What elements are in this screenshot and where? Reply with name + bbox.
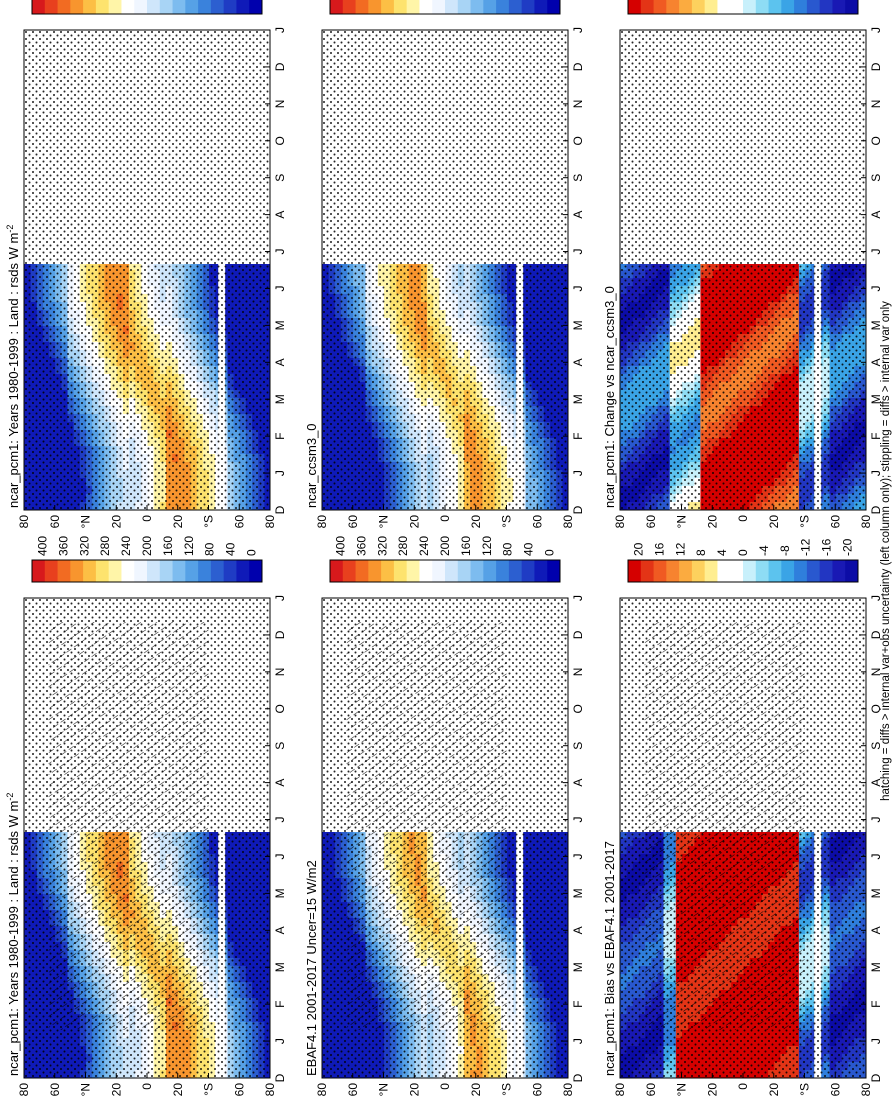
lat-tick-label: 80: [263, 1083, 277, 1097]
lat-tick-label: 60: [232, 1083, 246, 1097]
month-tick-label: D: [273, 505, 287, 514]
month-tick-label: F: [273, 1000, 287, 1007]
lat-tick-label: 0: [140, 1083, 154, 1090]
month-tick-label: M: [273, 888, 287, 898]
lat-tick-label: °N: [79, 1083, 93, 1096]
month-tick-label: F: [273, 432, 287, 439]
month-tick-label: N: [273, 100, 287, 109]
month-tick-label: J: [273, 595, 287, 601]
lat-tick-label: °S: [202, 515, 216, 528]
panel-title-sup: -2: [5, 793, 15, 801]
month-tick-label: J: [273, 470, 287, 476]
month-tick-label: O: [273, 136, 287, 145]
month-tick-label: A: [273, 358, 287, 366]
lat-tick-label: 60: [48, 1083, 62, 1097]
month-tick-label: O: [273, 704, 287, 713]
month-tick-label: A: [273, 926, 287, 934]
month-tick-label: J: [273, 853, 287, 859]
lat-tick-label: 0: [140, 515, 154, 522]
lat-tick-label: 80: [263, 515, 277, 529]
lat-tick-label: 60: [48, 515, 62, 529]
panel-title-sup: -2: [5, 225, 15, 233]
month-tick-label: A: [273, 211, 287, 219]
month-tick-label: M: [273, 320, 287, 330]
month-tick-label: M: [273, 962, 287, 972]
month-tick-label: J: [273, 249, 287, 255]
month-tick-label: S: [273, 742, 287, 750]
panels: D J F M A M J J A S O N D J 80 60 °N 20 0 20 °S 60 80 ncar_pcm1…: [5, 27, 883, 1096]
lat-tick-label: °S: [202, 1083, 216, 1096]
panel-p1: D J F M A M J J A S O N D J 80 60 °N 20 0 20 °S 60 80 ncar_pcm1…: [5, 595, 287, 1096]
month-tick-label: J: [273, 285, 287, 291]
month-tick-label: J: [273, 817, 287, 823]
lat-tick-label: 20: [171, 515, 185, 529]
month-tick-label: J: [273, 27, 287, 33]
lat-tick-label: 80: [17, 515, 31, 529]
month-tick-label: A: [273, 779, 287, 787]
month-tick-label: D: [273, 62, 287, 71]
lat-tick-label: 80: [17, 1083, 31, 1097]
panel-p2: D J F M A M J J A S O N D J 80 60 °N 20 0 20 °S 60 80 ncar_pcm1…: [5, 27, 287, 528]
panel-title: ncar_pcm1: Years 1980-1999 : Land : rsds…: [5, 793, 21, 1076]
lat-tick-label: °N: [79, 515, 93, 528]
month-tick-label: S: [273, 174, 287, 182]
month-tick-label: D: [273, 1073, 287, 1082]
month-tick-label: M: [273, 394, 287, 404]
month-tick-label: N: [273, 668, 287, 677]
lat-tick-label: 20: [171, 1083, 185, 1097]
lat-tick-label: 20: [109, 515, 123, 529]
stipple-overlay: [24, 30, 270, 510]
hatch-overlay: [48, 622, 209, 1030]
lat-tick-label: 60: [232, 515, 246, 529]
panel-title: ncar_pcm1: Years 1980-1999 : Land : rsds…: [5, 225, 21, 508]
month-tick-label: J: [273, 1038, 287, 1044]
month-tick-label: D: [273, 630, 287, 639]
rotated-figure: D J F M A M J J A S O N D J 80 60 °N 20 0 20 °S 60 80 ncar_pcm1…: [5, 0, 883, 1096]
lat-tick-label: 20: [109, 1083, 123, 1097]
